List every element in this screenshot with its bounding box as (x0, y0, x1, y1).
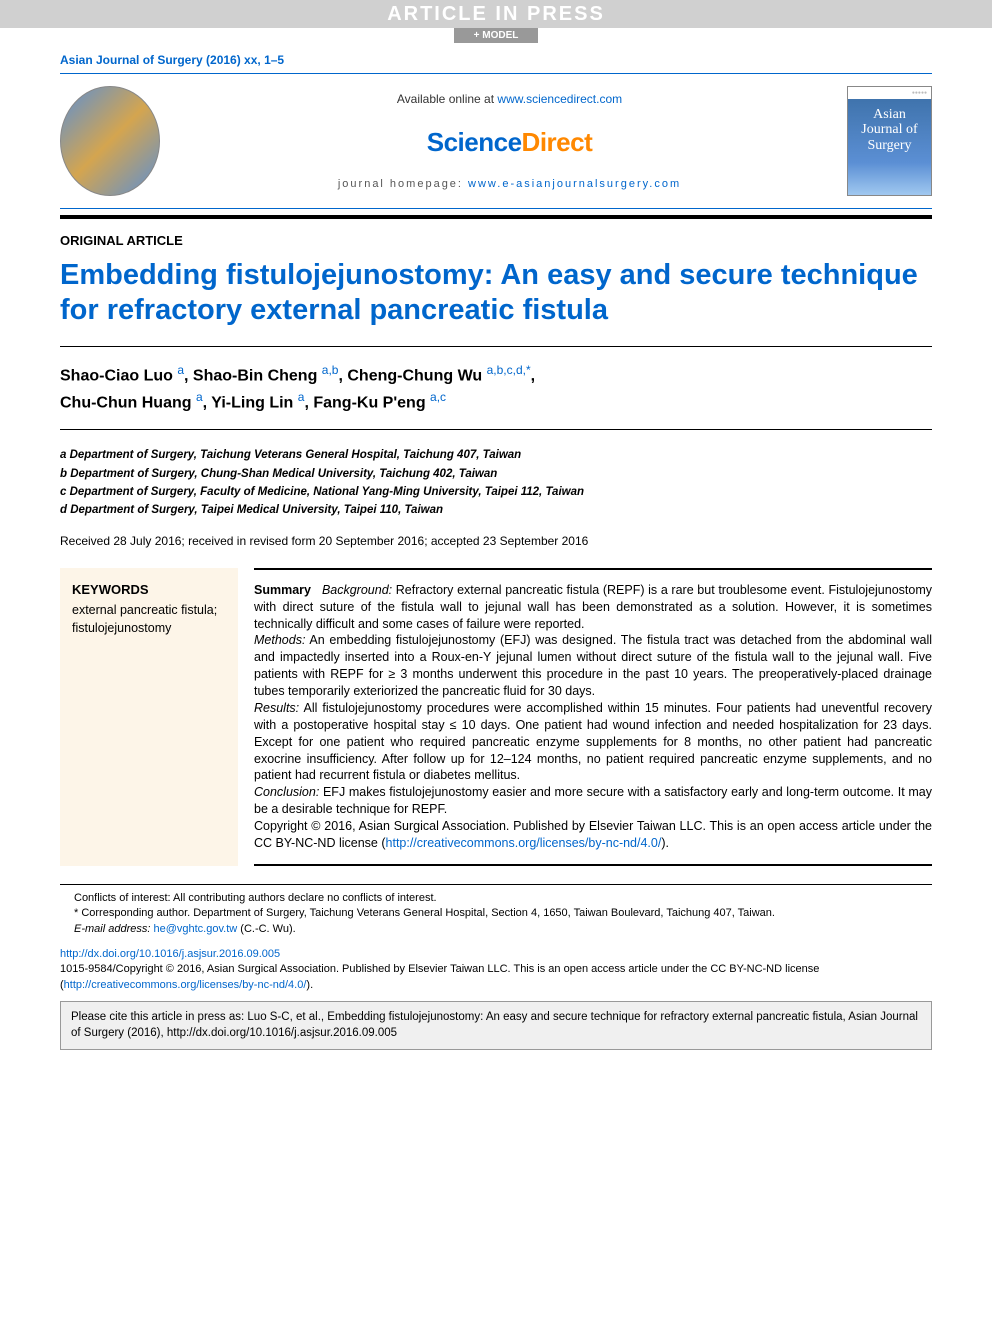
doi-block: http://dx.doi.org/10.1016/j.asjsur.2016.… (60, 947, 932, 993)
journal-homepage: journal homepage: www.e-asianjournalsurg… (172, 178, 847, 190)
copyright-post: ). (661, 836, 669, 850)
email-link[interactable]: he@vghtc.gov.tw (153, 923, 237, 935)
keywords-box: KEYWORDS external pancreatic fistula; fi… (60, 568, 238, 866)
author-affil-sup: a,c (430, 390, 446, 404)
article-title: Embedding fistulojejunostomy: An easy an… (60, 258, 932, 328)
footnotes: Conflicts of interest: All contributing … (60, 884, 932, 937)
author-affil-sup: a (177, 363, 184, 377)
affiliation-b: b Department of Surgery, Chung-Shan Medi… (60, 465, 932, 483)
divider (60, 208, 932, 209)
masthead: Available online at www.sciencedirect.co… (60, 74, 932, 208)
affiliation-a: a Department of Surgery, Taichung Vetera… (60, 446, 932, 464)
cover-badges: ●●●●● (848, 87, 931, 99)
model-band: + MODEL (0, 28, 992, 43)
conflicts-of-interest: Conflicts of interest: All contributing … (60, 891, 932, 906)
summary-box: Summary Background: Refractory external … (254, 568, 932, 866)
results-body: All fistulojejunostomy procedures were a… (254, 701, 932, 783)
author-list: Shao-Ciao Luo a, Shao-Bin Cheng a,b, Che… (60, 353, 932, 424)
homepage-link[interactable]: www.e-asianjournalsurgery.com (468, 178, 681, 190)
model-tag: + MODEL (454, 28, 539, 43)
sciencedirect-link[interactable]: www.sciencedirect.com (497, 92, 622, 106)
doi-link[interactable]: http://dx.doi.org/10.1016/j.asjsur.2016.… (60, 948, 280, 960)
author-affil-sup: a,b,c,d, (487, 363, 526, 377)
cc-license-link[interactable]: http://creativecommons.org/licenses/by-n… (386, 836, 662, 850)
available-prefix: Available online at (397, 92, 498, 106)
society-logo (60, 86, 160, 196)
author: Chu-Chun Huang (60, 394, 196, 411)
keywords-body: external pancreatic fistula; fistulojeju… (72, 601, 226, 637)
keywords-heading: KEYWORDS (72, 582, 226, 597)
results-head: Results: (254, 701, 299, 715)
author: Yi-Ling Lin (211, 394, 298, 411)
article-type-label: ORIGINAL ARTICLE (60, 233, 932, 248)
article-dates: Received 28 July 2016; received in revis… (60, 534, 932, 548)
cc-license-link-2[interactable]: http://creativecommons.org/licenses/by-n… (64, 979, 307, 991)
affiliation-c: c Department of Surgery, Faculty of Medi… (60, 483, 932, 501)
homepage-prefix: journal homepage: (338, 178, 468, 190)
author: Cheng-Chung Wu (347, 367, 486, 384)
conclusion-body: EFJ makes fistulojejunostomy easier and … (254, 785, 932, 816)
methods-body: An embedding fistulojejunostomy (EFJ) wa… (254, 633, 932, 698)
background-head: Background: (322, 583, 392, 597)
brand-sci: Science (427, 127, 522, 157)
issn-copyright-post: ). (306, 979, 313, 991)
corresponding-star: * (526, 363, 531, 377)
corresponding-author: * Corresponding author. Department of Su… (60, 906, 932, 921)
affiliations: a Department of Surgery, Taichung Vetera… (60, 446, 932, 520)
cover-line1: Asian (873, 107, 906, 122)
email-who: (C.-C. Wu). (237, 923, 295, 935)
cover-title: Asian Journal of Surgery (861, 107, 917, 153)
brand-direct: Direct (522, 127, 593, 157)
author: Shao-Ciao Luo (60, 367, 177, 384)
cover-line2: Journal of (861, 122, 917, 137)
author: Shao-Bin Cheng (193, 367, 322, 384)
conclusion-head: Conclusion: (254, 785, 319, 799)
author-affil-sup: a,b (322, 363, 339, 377)
author-affil-sup: a (298, 390, 305, 404)
header-band-text: ARTICLE IN PRESS (387, 3, 605, 26)
author: Fang-Ku P'eng (313, 394, 430, 411)
divider (60, 429, 932, 430)
masthead-center: Available online at www.sciencedirect.co… (172, 86, 847, 196)
citation-box: Please cite this article in press as: Lu… (60, 1001, 932, 1050)
sciencedirect-logo: ScienceDirect (172, 127, 847, 158)
abstract-block: KEYWORDS external pancreatic fistula; fi… (60, 568, 932, 866)
methods-head: Methods: (254, 633, 305, 647)
journal-reference: Asian Journal of Surgery (2016) xx, 1–5 (60, 53, 932, 67)
email-label: E-mail address: (74, 923, 153, 935)
journal-cover: ●●●●● Asian Journal of Surgery (847, 86, 932, 196)
affiliation-d: d Department of Surgery, Taipei Medical … (60, 501, 932, 519)
email-line: E-mail address: he@vghtc.gov.tw (C.-C. W… (60, 922, 932, 937)
author-affil-sup: a (196, 390, 203, 404)
cover-line3: Surgery (867, 138, 911, 153)
thick-divider (60, 215, 932, 219)
available-online: Available online at www.sciencedirect.co… (172, 92, 847, 106)
divider (60, 346, 932, 347)
summary-label: Summary (254, 583, 311, 597)
header-band: ARTICLE IN PRESS (0, 0, 992, 28)
